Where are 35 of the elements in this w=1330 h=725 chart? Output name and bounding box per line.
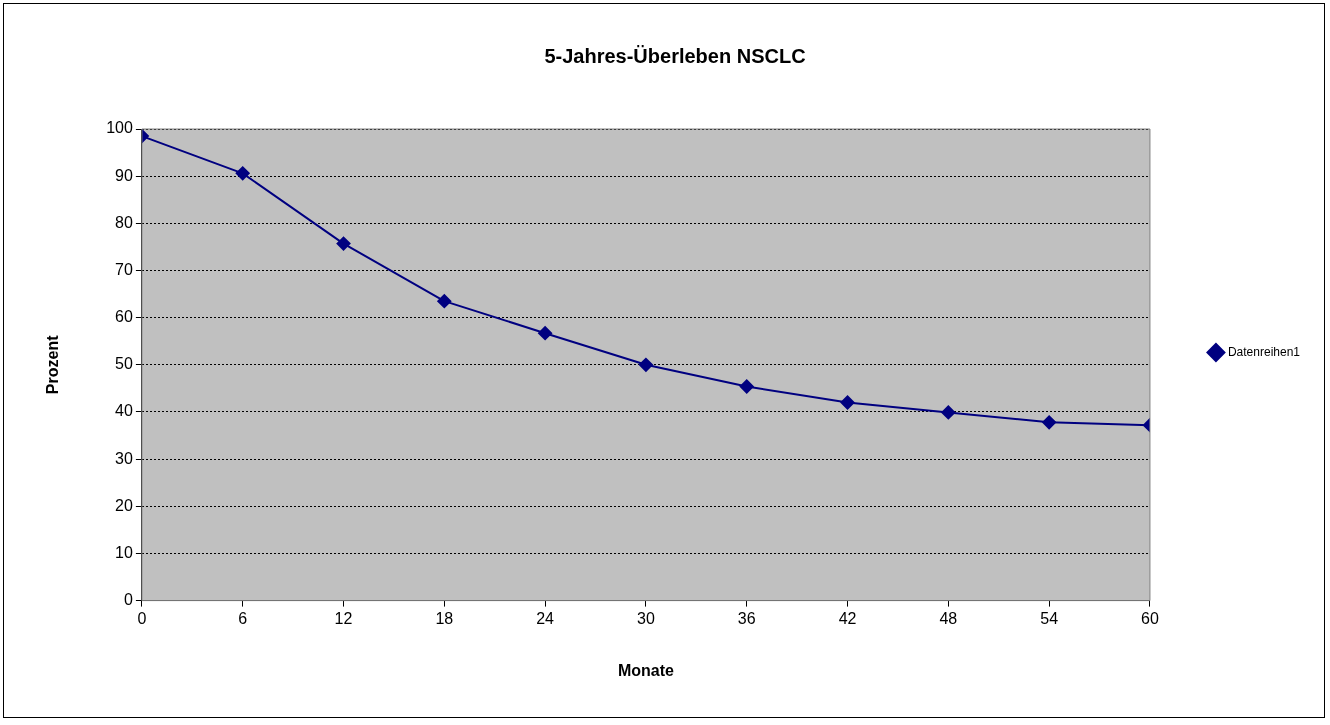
x-tick-label: 30 xyxy=(637,609,655,627)
x-tick-label: 18 xyxy=(435,609,454,627)
y-tick-label: 30 xyxy=(115,449,133,467)
chart-title: 5-Jahres-Überleben NSCLC xyxy=(544,44,806,67)
y-tick-label: 80 xyxy=(115,213,133,231)
y-tick-label: 100 xyxy=(106,119,133,137)
point xyxy=(437,294,452,309)
x-tick-label: 24 xyxy=(536,609,555,627)
x-tick-label: 48 xyxy=(939,609,958,627)
point xyxy=(638,357,653,372)
y-tick-label: 20 xyxy=(115,496,133,514)
point xyxy=(538,326,553,341)
x-tick-label: 42 xyxy=(838,609,857,627)
y-tick-label: 70 xyxy=(115,260,133,278)
x-tick-label: 0 xyxy=(137,609,147,627)
point xyxy=(336,236,351,251)
y-tick-label: 60 xyxy=(115,308,133,326)
x-tick-label: 60 xyxy=(1141,609,1159,627)
point xyxy=(1042,415,1057,430)
x-tick-label: 12 xyxy=(334,609,353,627)
y-tick-label: 50 xyxy=(115,355,133,373)
x-axis-title: Monate xyxy=(617,661,675,679)
y-tick-label: 90 xyxy=(115,166,133,184)
x-tick-label: 6 xyxy=(238,609,248,627)
x-tick-label: 36 xyxy=(737,609,756,627)
point xyxy=(840,395,855,410)
legend-label: Datenreihen1 xyxy=(1227,344,1301,359)
y-axis-title: Prozent xyxy=(44,334,62,395)
x-tick-label: 54 xyxy=(1040,609,1059,627)
y-tick-label: 40 xyxy=(115,402,133,420)
point xyxy=(941,405,956,420)
y-tick-label: 0 xyxy=(123,591,133,609)
point xyxy=(739,379,754,394)
point xyxy=(235,166,250,181)
y-tick-label: 10 xyxy=(115,543,133,561)
